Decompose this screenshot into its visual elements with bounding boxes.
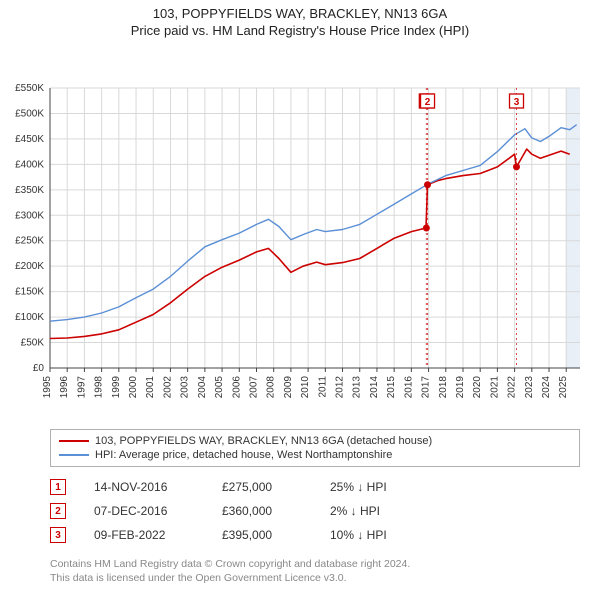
svg-text:£550K: £550K bbox=[15, 83, 44, 94]
line-chart-svg: £0 £50K £100K £150K £200K £250K £300K £350K £400… bbox=[0, 38, 600, 418]
svg-text:2022: 2022 bbox=[507, 376, 518, 399]
svg-text:£150K: £150K bbox=[15, 287, 44, 298]
svg-text:£100K: £100K bbox=[15, 312, 44, 323]
svg-text:2025: 2025 bbox=[558, 376, 569, 399]
svg-text:2021: 2021 bbox=[489, 376, 500, 399]
sale-row: 2 07-DEC-2016 £360,000 2% ↓ HPI bbox=[50, 499, 580, 523]
legend-swatch bbox=[59, 454, 89, 456]
svg-text:2014: 2014 bbox=[369, 376, 380, 399]
svg-text:2011: 2011 bbox=[317, 376, 328, 398]
svg-text:2015: 2015 bbox=[386, 376, 397, 399]
svg-text:2004: 2004 bbox=[197, 376, 208, 399]
legend-label: HPI: Average price, detached house, West… bbox=[95, 449, 392, 461]
sale-badge: 1 bbox=[50, 479, 66, 495]
svg-text:£450K: £450K bbox=[15, 134, 44, 145]
legend-row: HPI: Average price, detached house, West… bbox=[59, 448, 571, 462]
svg-text:£200K: £200K bbox=[15, 261, 44, 272]
svg-text:2008: 2008 bbox=[266, 376, 277, 399]
svg-text:£0: £0 bbox=[33, 363, 45, 374]
sale-row: 3 09-FEB-2022 £395,000 10% ↓ HPI bbox=[50, 523, 580, 547]
svg-text:2001: 2001 bbox=[145, 376, 156, 399]
sale-delta: 10% ↓ HPI bbox=[330, 528, 430, 542]
svg-text:2002: 2002 bbox=[162, 376, 173, 399]
svg-text:2013: 2013 bbox=[352, 376, 363, 399]
svg-text:£500K: £500K bbox=[15, 108, 44, 119]
sale-price: £395,000 bbox=[222, 528, 302, 542]
svg-text:2019: 2019 bbox=[455, 376, 466, 399]
svg-text:£250K: £250K bbox=[15, 236, 44, 247]
legend-row: 103, POPPYFIELDS WAY, BRACKLEY, NN13 6GA… bbox=[59, 434, 571, 448]
svg-text:2017: 2017 bbox=[421, 376, 432, 399]
svg-text:1997: 1997 bbox=[76, 376, 87, 399]
sales-table: 1 14-NOV-2016 £275,000 25% ↓ HPI 2 07-DEC-201… bbox=[50, 475, 580, 547]
sale-delta: 2% ↓ HPI bbox=[330, 504, 430, 518]
svg-text:2016: 2016 bbox=[403, 376, 414, 399]
svg-text:1998: 1998 bbox=[94, 376, 105, 399]
sale-date: 07-DEC-2016 bbox=[94, 504, 194, 518]
svg-text:2010: 2010 bbox=[300, 376, 311, 399]
svg-text:2: 2 bbox=[425, 97, 431, 108]
svg-text:2005: 2005 bbox=[214, 376, 225, 399]
svg-text:2023: 2023 bbox=[524, 376, 535, 399]
sale-date: 09-FEB-2022 bbox=[94, 528, 194, 542]
svg-text:2020: 2020 bbox=[472, 376, 483, 399]
sale-badge: 3 bbox=[50, 527, 66, 543]
svg-text:£400K: £400K bbox=[15, 159, 44, 170]
title-line-1: 103, POPPYFIELDS WAY, BRACKLEY, NN13 6GA bbox=[0, 6, 600, 21]
title-line-2: Price paid vs. HM Land Registry's House … bbox=[0, 23, 600, 38]
svg-text:2000: 2000 bbox=[128, 376, 139, 399]
footer-line-1: Contains HM Land Registry data © Crown c… bbox=[50, 557, 580, 571]
footer-line-2: This data is licensed under the Open Gov… bbox=[50, 571, 580, 585]
chart-titles: 103, POPPYFIELDS WAY, BRACKLEY, NN13 6GA… bbox=[0, 0, 600, 38]
legend-box: 103, POPPYFIELDS WAY, BRACKLEY, NN13 6GA… bbox=[50, 429, 580, 467]
sale-price: £360,000 bbox=[222, 504, 302, 518]
svg-text:2018: 2018 bbox=[438, 376, 449, 399]
sale-badge: 2 bbox=[50, 503, 66, 519]
svg-text:2012: 2012 bbox=[335, 376, 346, 399]
attribution-footer: Contains HM Land Registry data © Crown c… bbox=[50, 557, 580, 585]
svg-text:£350K: £350K bbox=[15, 185, 44, 196]
chart-container: { "title_line1": "103, POPPYFIELDS WAY, … bbox=[0, 0, 600, 585]
sale-date: 14-NOV-2016 bbox=[94, 480, 194, 494]
chart-area: £0 £50K £100K £150K £200K £250K £300K £350K £400… bbox=[0, 38, 600, 423]
svg-text:3: 3 bbox=[514, 97, 520, 108]
svg-text:1995: 1995 bbox=[42, 376, 53, 399]
svg-text:2003: 2003 bbox=[180, 376, 191, 399]
svg-text:2024: 2024 bbox=[541, 376, 552, 399]
svg-text:2007: 2007 bbox=[248, 376, 259, 399]
svg-text:£50K: £50K bbox=[21, 338, 45, 349]
svg-text:1999: 1999 bbox=[111, 376, 122, 399]
svg-text:£300K: £300K bbox=[15, 210, 44, 221]
svg-text:1996: 1996 bbox=[59, 376, 70, 399]
svg-text:2006: 2006 bbox=[231, 376, 242, 399]
legend-swatch bbox=[59, 440, 89, 442]
sale-price: £275,000 bbox=[222, 480, 302, 494]
sale-row: 1 14-NOV-2016 £275,000 25% ↓ HPI bbox=[50, 475, 580, 499]
svg-text:2009: 2009 bbox=[283, 376, 294, 399]
legend-label: 103, POPPYFIELDS WAY, BRACKLEY, NN13 6GA… bbox=[95, 435, 432, 447]
sale-delta: 25% ↓ HPI bbox=[330, 480, 430, 494]
